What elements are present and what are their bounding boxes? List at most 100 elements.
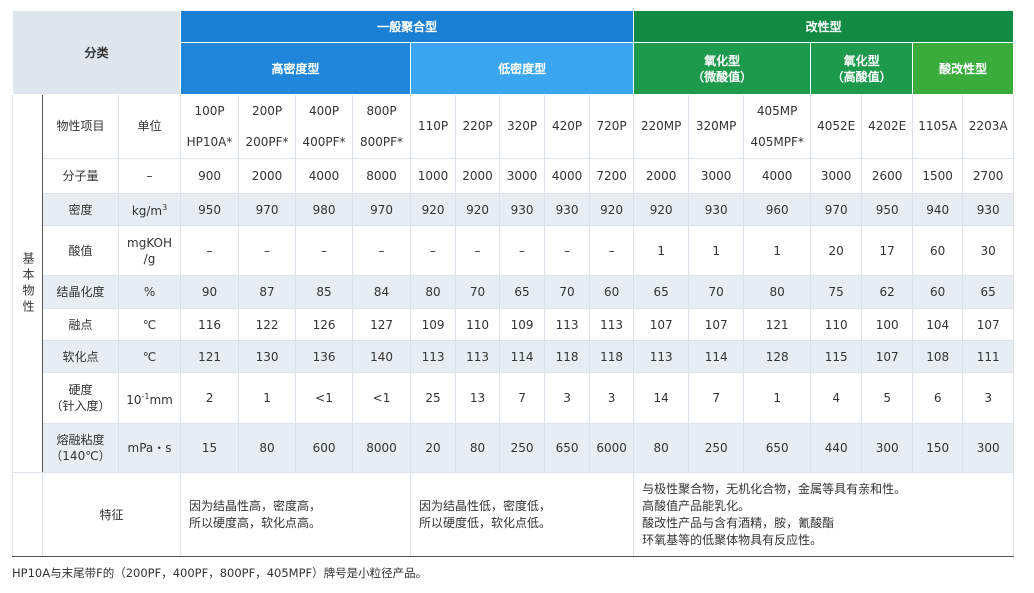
- property-value: 3: [962, 372, 1015, 424]
- property-value: –: [499, 225, 546, 276]
- property-value: 140: [352, 340, 412, 373]
- text-line: 114: [510, 349, 534, 364]
- text-line: 113: [649, 349, 673, 364]
- text-line: 960: [765, 202, 789, 217]
- text-line: 3: [984, 391, 992, 405]
- property-value: –: [238, 225, 297, 276]
- property-value: 920: [633, 193, 690, 226]
- text-line: 62: [879, 285, 895, 299]
- text-line: 136: [312, 349, 336, 364]
- text-line: 940: [926, 202, 950, 217]
- product-name: 420P: [544, 94, 591, 159]
- text-line: 环氧基等的低聚体物具有反应性。: [642, 532, 823, 547]
- feature-label: 特征: [41, 472, 182, 557]
- text-line: （针入度）: [50, 399, 111, 413]
- text-line: 高密度型: [271, 61, 320, 76]
- text-line: 80: [469, 441, 486, 455]
- product-name: 2203A: [962, 94, 1015, 159]
- property-value: 960: [743, 193, 812, 226]
- property-value: 87: [238, 275, 297, 309]
- property-value: 65: [962, 275, 1015, 309]
- text-line: 一般聚合型: [377, 19, 438, 34]
- property-name: 软化点: [42, 340, 119, 373]
- property-value: 920: [589, 193, 635, 226]
- text-line: 因为结晶性低，密度低，: [419, 498, 552, 513]
- property-value: 2600: [861, 158, 914, 194]
- property-value: 80: [743, 275, 812, 309]
- text-line: 85: [316, 285, 332, 299]
- text-line: 970: [370, 202, 393, 217]
- property-value: 80: [633, 423, 690, 473]
- property-value: –: [295, 225, 354, 276]
- text-line: 4000: [308, 169, 340, 183]
- property-value: 128: [743, 340, 812, 373]
- text-line: 低密度型: [498, 61, 547, 76]
- product-name: 1105A: [912, 94, 964, 159]
- property-value: 7: [499, 372, 546, 424]
- text-line: 80: [259, 441, 275, 455]
- property-value: –: [455, 225, 501, 276]
- text-line: –: [146, 169, 153, 183]
- property-value: 60: [589, 275, 635, 309]
- property-value: 2000: [633, 158, 690, 194]
- property-value: 107: [861, 340, 914, 373]
- text-line: 3: [607, 391, 616, 405]
- text-line: 920: [466, 202, 489, 217]
- property-unit: –: [117, 158, 182, 194]
- text-line: 126: [312, 317, 336, 332]
- text-line: 80: [769, 285, 785, 299]
- text-line: 3: [563, 391, 571, 405]
- text-line: 60: [930, 243, 946, 258]
- text-line: 2600: [871, 169, 903, 183]
- property-value: 113: [589, 308, 635, 341]
- side-label: 基本物性: [12, 94, 43, 473]
- product-name: 320P: [499, 94, 546, 159]
- property-value: 250: [499, 423, 546, 473]
- unit-label: 单位: [117, 94, 182, 159]
- text-line: 80: [653, 441, 669, 455]
- text-line: 1000: [417, 169, 449, 183]
- text-line: 20: [425, 441, 441, 455]
- table-row: 融点 ℃ 116 122 126 127 109 110 109 113 113 107 107 121 1…: [13, 308, 1015, 341]
- text-line: 111: [976, 349, 1000, 364]
- property-value: 136: [295, 340, 354, 373]
- text-line: 13: [469, 391, 486, 405]
- property-value: 440: [810, 423, 863, 473]
- text-line: 2700: [972, 169, 1004, 183]
- property-value: –: [352, 225, 412, 276]
- property-value: 113: [455, 340, 501, 373]
- text-line: 200P: [251, 103, 283, 118]
- property-value: 650: [743, 423, 812, 473]
- property-value: 950: [180, 193, 240, 226]
- property-value: 3000: [810, 158, 863, 194]
- text-line: /g: [143, 251, 156, 266]
- text-line: 200PF*: [245, 134, 289, 149]
- text-line: 4052E: [817, 119, 856, 133]
- text-line: 113: [421, 349, 445, 364]
- subgroup-header: 氧化型 （微酸值）: [633, 42, 812, 95]
- property-value: 1: [743, 225, 812, 276]
- text-line: 所以硬度高，软化点高。: [189, 515, 322, 530]
- text-line: 5: [883, 391, 891, 405]
- text-line: 1: [712, 243, 720, 258]
- property-value: 104: [912, 308, 964, 341]
- property-value: 920: [455, 193, 501, 226]
- text-line: 2000: [645, 169, 677, 183]
- property-name: 分子量: [42, 158, 119, 194]
- property-value: 3: [589, 372, 635, 424]
- text-line: 100: [875, 317, 899, 332]
- text-line: 118: [555, 349, 579, 364]
- product-name: 220P: [455, 94, 501, 159]
- text-line: 650: [765, 441, 789, 455]
- text-line: 950: [198, 202, 221, 217]
- text-line: 900: [198, 169, 221, 183]
- text-line: 220MP: [640, 119, 682, 133]
- text-line: –: [206, 243, 213, 258]
- product-name: 220MP: [633, 94, 690, 159]
- property-value: 121: [180, 340, 240, 373]
- text-line: 122: [255, 317, 279, 332]
- table-row: 软化点 ℃ 121 130 136 140 113 113 114 118 118 113 114 128…: [13, 340, 1015, 373]
- text-line: –: [564, 243, 571, 258]
- text-line: 15: [201, 441, 218, 455]
- property-value: 110: [455, 308, 501, 341]
